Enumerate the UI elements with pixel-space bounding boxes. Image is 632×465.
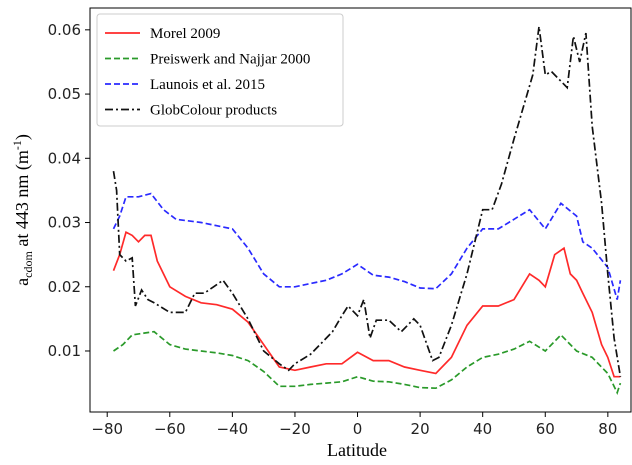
y-label-mid: at 443 nm (m [12,150,33,251]
legend-label: Launois et al. 2015 [150,77,265,93]
x-tick-label: −80 [91,420,123,438]
y-tick-label: 0.01 [48,342,81,360]
series-line [112,192,622,300]
series-line [112,230,621,378]
y-tick-label: 0.03 [48,214,81,232]
y-tick-label: 0.02 [48,278,81,296]
legend-label: GlobColour products [150,103,277,119]
legend-label: Preiswerk and Najjar 2000 [150,52,310,68]
x-tick-label: −40 [217,420,249,438]
x-axis-label: Latitude [327,440,387,460]
y-label-sub: cdom [21,251,35,278]
y-label-sup: -1 [10,140,24,150]
legend-label: Morel 2009 [150,26,220,42]
y-tick-label: 0.05 [48,85,81,103]
legend-box [96,13,344,127]
x-tick-label: 80 [598,420,617,438]
y-label-base: a [12,278,32,286]
plot-frame [89,7,632,413]
x-tick-label: 20 [411,420,430,438]
x-tick-label: −60 [154,420,186,438]
series-line [113,330,622,395]
x-tick-label: 60 [536,420,555,438]
y-axis-label: acdom at 443 nm (m-1) [10,134,35,286]
y-tick-label: 0.04 [48,149,81,167]
y-label-end: ) [12,134,33,140]
x-tick-label: −20 [279,420,311,438]
x-tick-label: 0 [353,420,363,438]
x-tick-label: 40 [473,420,492,438]
y-tick-label: 0.06 [48,21,81,39]
